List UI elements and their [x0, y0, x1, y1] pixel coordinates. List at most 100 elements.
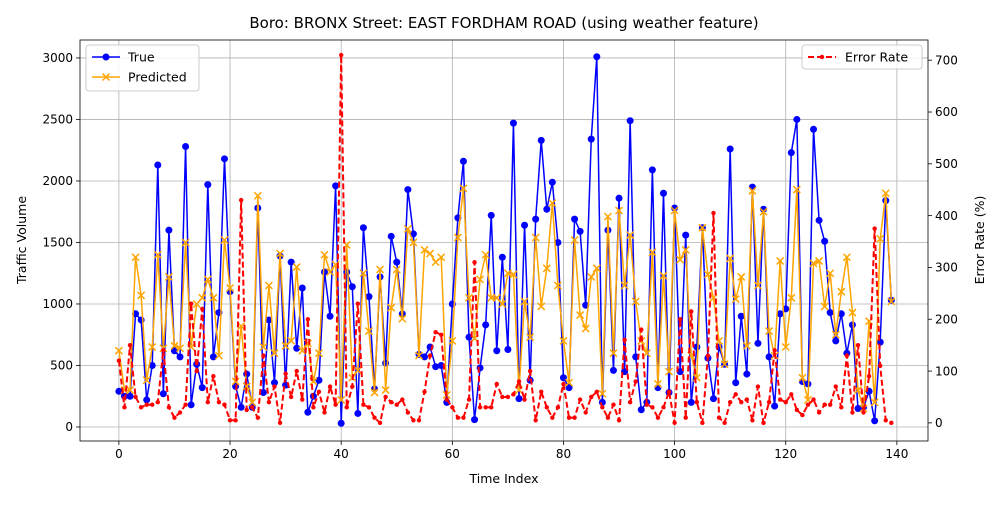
error-rate-point [411, 418, 416, 423]
true-point [365, 293, 373, 301]
true-point [509, 119, 517, 127]
true-point [543, 205, 551, 213]
predicted-point [464, 293, 474, 302]
predicted-point [653, 379, 662, 388]
legend-item-error-rate: Error Rate [808, 50, 908, 65]
true-point [154, 161, 162, 169]
true-point [637, 406, 645, 414]
true-point [548, 178, 556, 186]
predicted-point [226, 283, 235, 293]
legend-true-marker [102, 53, 110, 61]
x-tick-label: 20 [222, 447, 237, 461]
predicted-point [587, 272, 596, 281]
error-rate-point [872, 226, 877, 231]
error-rate-point [883, 418, 888, 423]
predicted-point [853, 386, 863, 395]
true-point [615, 194, 623, 202]
true-point [354, 409, 362, 417]
error-rate-point [277, 420, 283, 426]
y-tick-label: 3000 [42, 51, 73, 65]
true-point [298, 284, 306, 292]
legend-predicted-label: Predicted [128, 70, 187, 85]
y2-tick-label: 100 [935, 364, 958, 378]
y-tick-label: 500 [50, 359, 73, 373]
x-tick-label: 0 [115, 447, 123, 461]
predicted-point [809, 259, 818, 268]
predicted-point [259, 342, 268, 352]
error-rate-point [311, 405, 316, 410]
predicted-point [614, 206, 624, 215]
error-rate-point [294, 368, 299, 374]
plot-series [114, 52, 896, 427]
error-rate-point [288, 394, 294, 400]
true-point [393, 258, 401, 266]
true-point [554, 238, 562, 246]
true-point [776, 310, 784, 318]
predicted-point [359, 269, 368, 278]
predicted-point [481, 250, 490, 259]
error-rate-point [155, 399, 160, 405]
predicted-point [798, 373, 807, 382]
predicted-point [720, 360, 729, 369]
error-rate-point [705, 353, 711, 358]
error-rate-point [322, 410, 327, 415]
error-rate-point [127, 342, 133, 348]
error-rate-point [783, 399, 788, 405]
error-rate-point [889, 420, 894, 426]
true-point [487, 211, 495, 219]
error-rate-point [594, 389, 600, 394]
true-point [293, 344, 301, 352]
true-point [482, 321, 490, 329]
true-point [359, 224, 367, 232]
error-rate-point [661, 405, 666, 410]
predicted-point [826, 269, 835, 278]
true-point [537, 136, 545, 144]
true-point [532, 215, 540, 223]
error-rate-point [833, 384, 838, 389]
true-point [726, 145, 734, 153]
true-point [459, 157, 467, 165]
error-rate-point [472, 260, 477, 265]
error-rate-point [655, 415, 661, 420]
predicted-point [665, 367, 674, 376]
predicted-point [603, 212, 612, 221]
legend-error-rate-marker [819, 54, 825, 60]
predicted-point [492, 293, 501, 302]
predicted-point [498, 299, 507, 309]
predicted-point [698, 223, 707, 232]
x-tick-label: 140 [885, 447, 908, 461]
error-rate-point [238, 197, 244, 203]
predicted-point [787, 293, 796, 302]
predicted-point [164, 272, 173, 281]
error-rate-point [344, 405, 349, 410]
error-rate-point [211, 374, 216, 379]
error-rate-point [250, 405, 255, 410]
true-point [821, 237, 829, 245]
predicted-point [681, 245, 690, 254]
true-point [432, 363, 440, 371]
error-rate-point [450, 405, 455, 410]
true-point [498, 253, 506, 261]
error-rate-point [739, 399, 744, 405]
predicted-point [792, 185, 801, 194]
true-point [737, 312, 745, 320]
true-point [237, 403, 245, 411]
error-rate-point [600, 405, 605, 410]
predicted-point [887, 297, 896, 306]
predicted-point [576, 311, 585, 320]
legend-error-rate-label: Error Rate [845, 50, 908, 65]
error-rate-point [533, 418, 538, 423]
error-rate-point [566, 415, 572, 420]
y2-tick-label: 500 [935, 157, 958, 171]
error-rate-point [550, 415, 555, 420]
predicted-point [670, 206, 679, 215]
predicted-point [648, 248, 657, 257]
error-rate-point [183, 402, 188, 407]
predicted-point [242, 382, 251, 391]
true-point [148, 361, 156, 369]
error-rate-point [800, 412, 805, 418]
error-rate-point [455, 415, 461, 420]
error-rate-point [733, 392, 738, 397]
true-point [654, 384, 662, 392]
